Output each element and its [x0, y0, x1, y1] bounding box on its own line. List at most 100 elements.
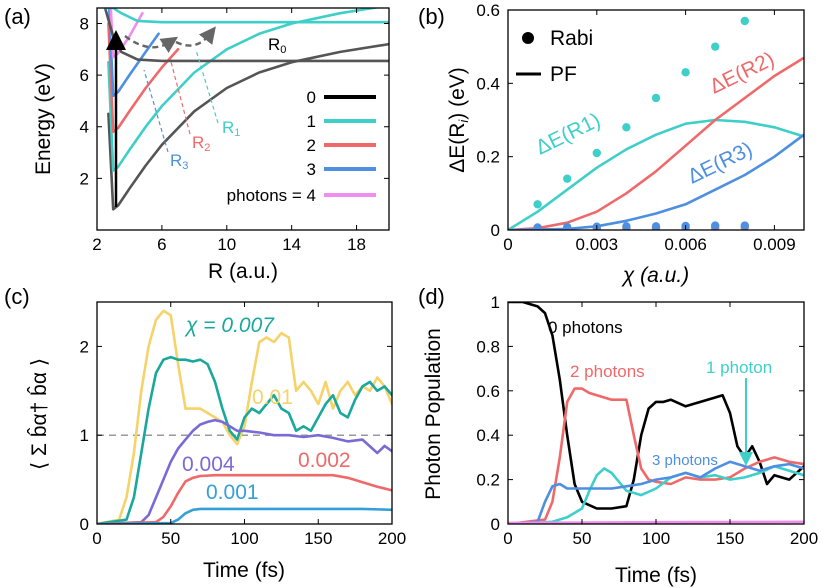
- x-tick-label: 0: [503, 235, 512, 254]
- legend-rabi-label: Rabi: [550, 27, 593, 50]
- series-line: [97, 355, 392, 524]
- y-tick-label: 0.2: [476, 148, 500, 167]
- panel-c-ylabel: ⟨ Σ b̂α† b̂α ⟩: [28, 358, 51, 470]
- panel-d-letter: (d): [418, 284, 445, 309]
- panel-c-xlabel: Time (fs): [203, 559, 285, 582]
- y-tick-label: 0.4: [476, 426, 500, 445]
- panel-b-ylabel: ΔE(Ri) (eV): [446, 67, 471, 173]
- y-tick-label: 0: [80, 515, 89, 534]
- series-line: [508, 387, 804, 524]
- series-line: [107, 8, 160, 98]
- panel-b-frame: [507, 9, 805, 231]
- legend-label-3: 3: [307, 160, 316, 179]
- panel-a-plot: [103, 8, 389, 211]
- series-line: [508, 133, 804, 230]
- label-r2: R2: [192, 133, 210, 154]
- label-r3: R3: [170, 151, 188, 172]
- x-tick-label: 150: [304, 529, 332, 548]
- y-tick-label: 0.4: [476, 74, 500, 93]
- y-tick-label: 1: [80, 426, 89, 445]
- label-chi-0002: 0.002: [298, 449, 351, 472]
- label-r0-sub: 0: [280, 44, 286, 56]
- x-tick-label: 0.003: [576, 235, 619, 254]
- panel-c: (c) 0 50 100 150 200 0 1 2 Time (fs) ⟨ Σ b̂α† b…: [4, 284, 406, 582]
- y-tick-label: 0.8: [476, 337, 500, 356]
- label-chi-0001: 0.001: [206, 481, 259, 504]
- legend-pf-label: PF: [550, 63, 577, 86]
- x-tick-label: 2: [92, 235, 101, 254]
- series-line: [508, 118, 804, 230]
- series-line: [107, 42, 389, 211]
- panel-d-ylabel: Photon Population: [422, 328, 445, 500]
- series-group: [97, 309, 392, 524]
- panel-b-xlabel: χ (a.u.): [621, 264, 689, 287]
- x-tick-label: 200: [378, 529, 406, 548]
- x-tick-label: 6: [157, 235, 166, 254]
- legend-label-4: photons = 4: [227, 186, 316, 205]
- panel-a-frame: [96, 7, 390, 231]
- x-tick-label: 0: [92, 529, 101, 548]
- rabi-point: [651, 93, 661, 103]
- rabi-point: [651, 222, 661, 230]
- y-tick-label: 0.6: [476, 382, 500, 401]
- x-tick-label: 0.009: [753, 235, 796, 254]
- y-tick-label: 0.2: [476, 471, 500, 490]
- series-line: [97, 473, 392, 524]
- x-tick-label: 18: [347, 235, 366, 254]
- label-2-photons: 2 photons: [570, 362, 645, 381]
- panel-b-legend: Rabi PF: [516, 27, 593, 86]
- series-line: [97, 309, 392, 524]
- panel-c-ticks: 0 50 100 150 200 0 1 2: [80, 302, 406, 548]
- x-tick-label: 0: [503, 529, 512, 548]
- y-tick-label: 1: [491, 293, 500, 312]
- series-line: [508, 460, 804, 524]
- x-tick-label: 150: [716, 529, 744, 548]
- rabi-point: [711, 221, 720, 230]
- y-tick-label: 0: [491, 515, 500, 534]
- x-tick-label: 100: [230, 529, 258, 548]
- y-tick-label: 2: [80, 337, 89, 356]
- wavepacket-arrow-2: [175, 26, 216, 47]
- label-0-photons: 0 photons: [548, 318, 623, 337]
- pointer-r1: [195, 49, 219, 124]
- rabi-point: [563, 174, 572, 183]
- rabi-point: [711, 42, 720, 51]
- series-line: [97, 507, 392, 524]
- label-3-photons: 3 photons: [652, 452, 718, 469]
- panel-d-ticks: 0 50 100 150 200 0 0.2 0.4 0.6 0.8 1: [476, 293, 818, 548]
- rabi-point: [622, 123, 631, 132]
- panel-b-ticks: 0 0.003 0.006 0.009 0 0.2 0.4 0.6: [476, 1, 804, 254]
- x-tick-label: 50: [573, 529, 592, 548]
- rabi-point: [533, 223, 542, 230]
- y-tick-label: 0.6: [476, 1, 500, 20]
- rabi-point: [533, 200, 542, 209]
- panel-c-plot: [97, 309, 392, 524]
- rabi-point: [740, 221, 749, 230]
- panel-d-xlabel: Time (fs): [615, 564, 697, 587]
- rabi-point: [622, 222, 631, 230]
- panel-a-ylabel: Energy (eV): [32, 63, 55, 175]
- panel-a-legend: 0 1 2 3 photons = 4: [227, 88, 376, 205]
- panel-a-letter: (a): [4, 4, 31, 29]
- rabi-point: [563, 222, 572, 230]
- label-chi-001: 0.01: [252, 386, 293, 409]
- panel-a-xlabel: R (a.u.): [208, 260, 278, 283]
- series-line: [508, 56, 804, 230]
- x-tick-label: 200: [790, 529, 818, 548]
- label-de-r2: ΔE(R2): [706, 48, 778, 99]
- series-group: [103, 8, 389, 211]
- x-tick-label: 0.006: [664, 235, 707, 254]
- panel-b-letter: (b): [418, 4, 445, 29]
- rabi-point: [592, 148, 601, 158]
- x-tick-label: 10: [217, 235, 236, 254]
- panel-c-letter: (c): [4, 284, 30, 309]
- rabi-point: [740, 16, 749, 26]
- label-r0: R0: [268, 35, 286, 56]
- x-tick-label: 100: [642, 529, 670, 548]
- series-line: [508, 302, 804, 510]
- rabi-point: [681, 68, 690, 77]
- label-1-photon: 1 photon: [706, 358, 772, 377]
